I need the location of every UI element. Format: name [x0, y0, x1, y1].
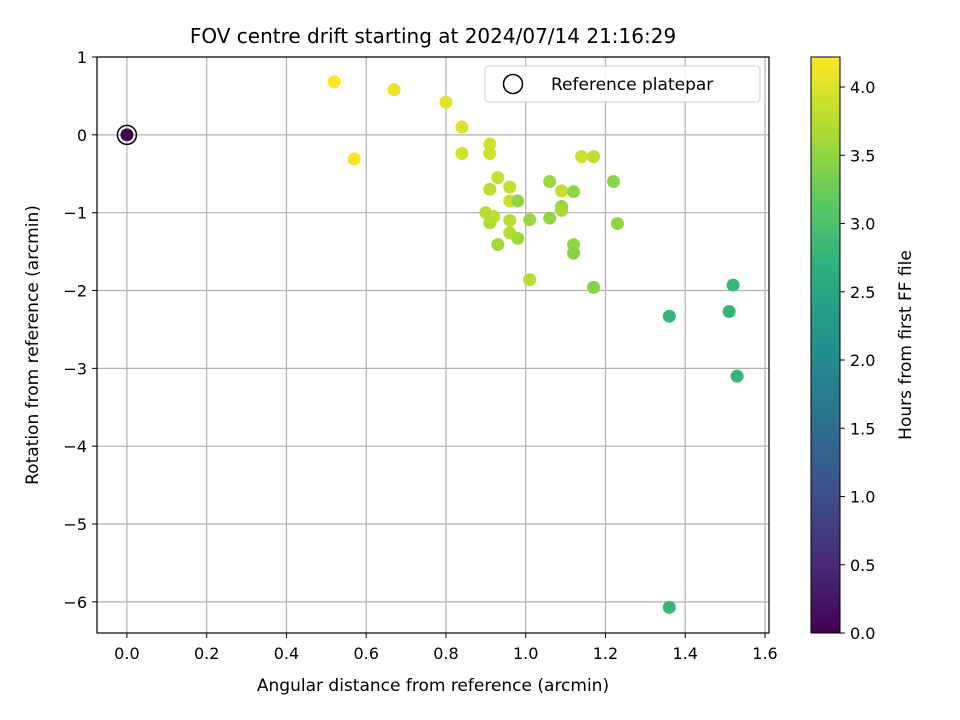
colorbar-tick-label: 1.0 [850, 488, 875, 507]
colorbar-label: Hours from first FF file [896, 250, 916, 440]
colorbar-tick-label: 3.0 [850, 215, 875, 234]
colorbar-tick-label: 0.5 [850, 556, 875, 575]
scatter-point [491, 171, 505, 185]
scatter-point [722, 305, 736, 319]
scatter-point [726, 278, 740, 292]
reference-point [120, 128, 134, 142]
y-tick-label: 1 [77, 48, 87, 67]
x-tick-label: 1.2 [593, 644, 618, 663]
scatter-point [662, 309, 676, 323]
scatter-point [567, 185, 581, 199]
y-axis-ticks: 1 0 −1 −2 −3 −4 −5 −6 [63, 48, 97, 612]
y-axis-label: Rotation from reference (arcmin) [23, 205, 43, 485]
colorbar-tick-label: 4.0 [850, 78, 875, 97]
scatter-point [439, 95, 453, 109]
colorbar-tick-label: 1.5 [850, 419, 875, 438]
scatter-point [567, 246, 581, 260]
x-tick-label: 0.0 [114, 644, 139, 663]
scatter-point [662, 600, 676, 614]
y-tick-label: −2 [63, 282, 87, 301]
y-tick-label: −4 [63, 437, 87, 456]
scatter-point [587, 150, 601, 164]
y-tick-label: 0 [77, 126, 87, 145]
scatter-point [587, 280, 601, 294]
scatter-point [455, 120, 469, 134]
scatter-point [606, 175, 620, 189]
x-tick-label: 0.8 [433, 644, 458, 663]
scatter-point [491, 238, 505, 252]
scatter-point [387, 83, 401, 97]
x-tick-label: 1.6 [752, 644, 777, 663]
scatter-points [116, 75, 744, 614]
legend-box [484, 65, 761, 103]
scatter-point [543, 175, 557, 189]
scatter-point [730, 369, 744, 383]
scatter-point [543, 211, 557, 225]
scatter-point [483, 137, 497, 151]
scatter-point [503, 213, 517, 227]
scatter-point [523, 213, 537, 227]
scatter-point [523, 273, 537, 287]
x-axis-label: Angular distance from reference (arcmin) [257, 676, 609, 696]
colorbar-tick-label: 0.0 [850, 624, 875, 643]
scatter-point [555, 184, 569, 198]
scatter-point [503, 180, 517, 194]
scatter-point [511, 194, 525, 208]
x-tick-label: 0.4 [274, 644, 299, 663]
y-tick-label: −1 [63, 204, 87, 223]
colorbar-tick-label: 3.5 [850, 146, 875, 165]
x-tick-label: 1.0 [513, 644, 538, 663]
x-tick-label: 0.6 [353, 644, 378, 663]
legend: Reference platepar [484, 65, 761, 103]
scatter-point [575, 150, 589, 164]
scatter-point [483, 147, 497, 161]
y-tick-label: −6 [63, 593, 87, 612]
chart-title: FOV centre drift starting at 2024/07/14 … [190, 24, 676, 48]
scatter-point [455, 147, 469, 161]
x-tick-label: 1.4 [673, 644, 698, 663]
scatter-point [610, 217, 624, 231]
x-axis-ticks: 0.0 0.2 0.4 0.6 0.8 1.0 1.2 1.4 1.6 [114, 633, 778, 663]
scatter-point [327, 75, 341, 89]
legend-marker [502, 73, 524, 95]
plot-frame [96, 56, 770, 634]
scatter-point [483, 216, 497, 230]
scatter-point [483, 182, 497, 196]
colorbar-tick-label: 2.5 [850, 283, 875, 302]
colorbar: 0.0 0.5 1.0 1.5 2.0 2.5 3.0 3.5 4.0 Hours from f… [810, 56, 916, 643]
colorbar-gradient [810, 56, 841, 634]
reference-marker [116, 124, 138, 146]
colorbar-ticks: 0.0 0.5 1.0 1.5 2.0 2.5 3.0 3.5 4.0 [840, 78, 875, 643]
scatter-point [511, 231, 525, 245]
grid-lines [97, 56, 769, 633]
x-tick-label: 0.2 [194, 644, 219, 663]
y-tick-label: −3 [63, 359, 87, 378]
y-tick-label: −5 [63, 515, 87, 534]
legend-entry-label: Reference platepar [551, 75, 713, 95]
colorbar-tick-label: 2.0 [850, 351, 875, 370]
scatter-point [555, 203, 569, 217]
scatter-point [347, 152, 361, 166]
